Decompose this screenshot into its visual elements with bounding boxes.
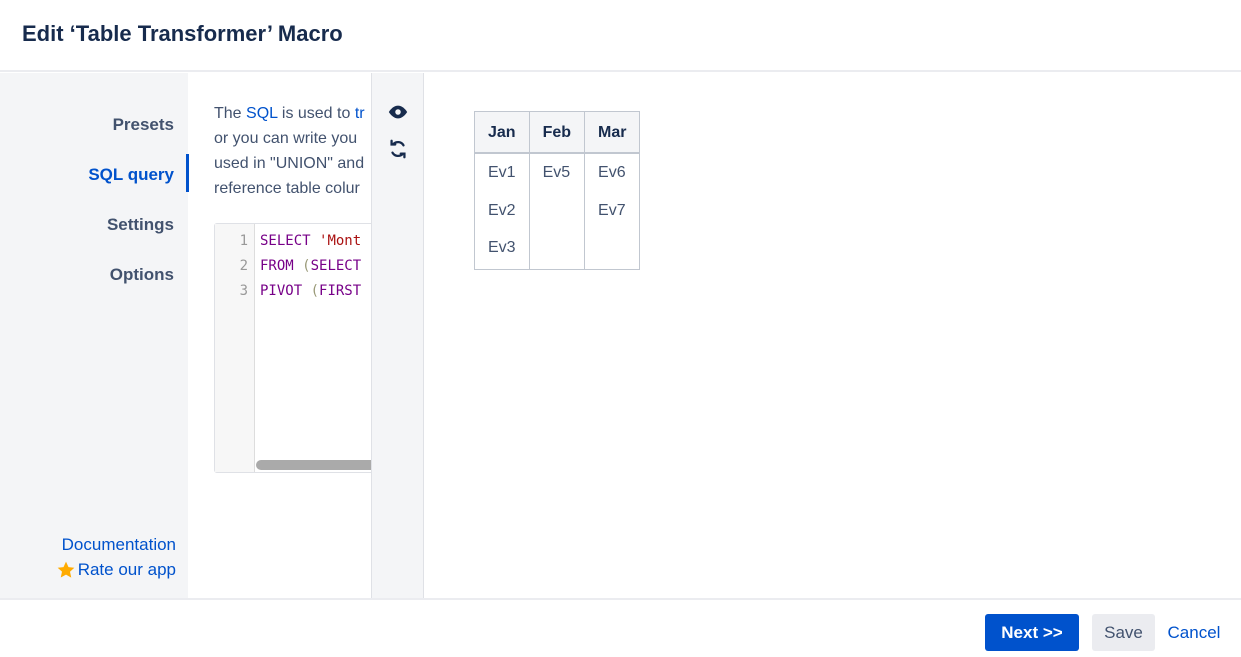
line-number: 1 <box>239 233 248 249</box>
table-row: Ev1 Ev2 Ev3 Ev5 Ev6 Ev7 <box>474 152 641 270</box>
save-button[interactable]: Save <box>1092 614 1155 651</box>
table-cell: Ev1 Ev2 Ev3 <box>474 152 530 270</box>
horizontal-scrollbar[interactable] <box>256 460 372 470</box>
code-line: SELECT 'Mont <box>260 233 362 249</box>
column-header: Jan <box>474 111 530 154</box>
cancel-button[interactable]: Cancel <box>1167 622 1221 642</box>
table-cell: Ev5 <box>528 152 586 270</box>
desc-text: The <box>214 105 247 122</box>
rate-app-label: Rate our app <box>77 560 176 579</box>
sidebar-item-settings[interactable]: Settings <box>106 215 174 234</box>
sql-link[interactable]: SQL <box>246 105 278 122</box>
desc-line: used in "UNION" and <box>214 155 365 172</box>
description-text: The SQL is used to tr or you can write y… <box>214 101 372 201</box>
code-line: FROM (SELECT <box>260 258 362 274</box>
code-line: PIVOT (FIRST <box>260 283 362 299</box>
dialog-header: Edit ‘Table Transformer’ Macro <box>0 0 1241 72</box>
transform-link[interactable]: tr <box>354 105 365 122</box>
preview-table: Jan Feb Mar Ev1 Ev2 Ev3 Ev5 Ev6 Ev7 <box>474 111 641 270</box>
preview-toolbar <box>371 73 424 598</box>
dialog-footer: Next >> Save Cancel <box>0 598 1241 657</box>
table-cell: Ev6 Ev7 <box>584 152 641 270</box>
column-header: Mar <box>584 111 641 154</box>
sidebar: Presets SQL query Settings Options Docum… <box>0 73 188 598</box>
line-number: 2 <box>239 258 248 274</box>
rate-app-link[interactable]: Rate our app <box>56 560 176 580</box>
next-button[interactable]: Next >> <box>985 614 1079 651</box>
sql-panel: The SQL is used to tr or you can write y… <box>189 73 372 598</box>
sidebar-item-sql-query[interactable]: SQL query <box>88 165 174 184</box>
star-icon <box>57 561 75 578</box>
desc-line: or you can write you <box>214 130 358 147</box>
active-indicator <box>186 154 189 192</box>
eye-icon[interactable] <box>387 101 409 123</box>
desc-text: is used to <box>277 105 355 122</box>
documentation-link[interactable]: Documentation <box>61 535 176 554</box>
refresh-icon[interactable] <box>387 138 409 160</box>
line-gutter: 1 2 3 <box>215 224 255 472</box>
sidebar-item-presets[interactable]: Presets <box>112 115 174 134</box>
dialog-title: Edit ‘Table Transformer’ Macro <box>22 21 343 46</box>
desc-line: reference table colur <box>214 180 360 197</box>
sidebar-item-options[interactable]: Options <box>109 265 174 284</box>
line-number: 3 <box>239 283 248 299</box>
sql-editor[interactable]: 1 2 3 SELECT 'Mont FROM (SELECT PIVOT (F… <box>214 223 372 473</box>
column-header: Feb <box>528 111 586 154</box>
